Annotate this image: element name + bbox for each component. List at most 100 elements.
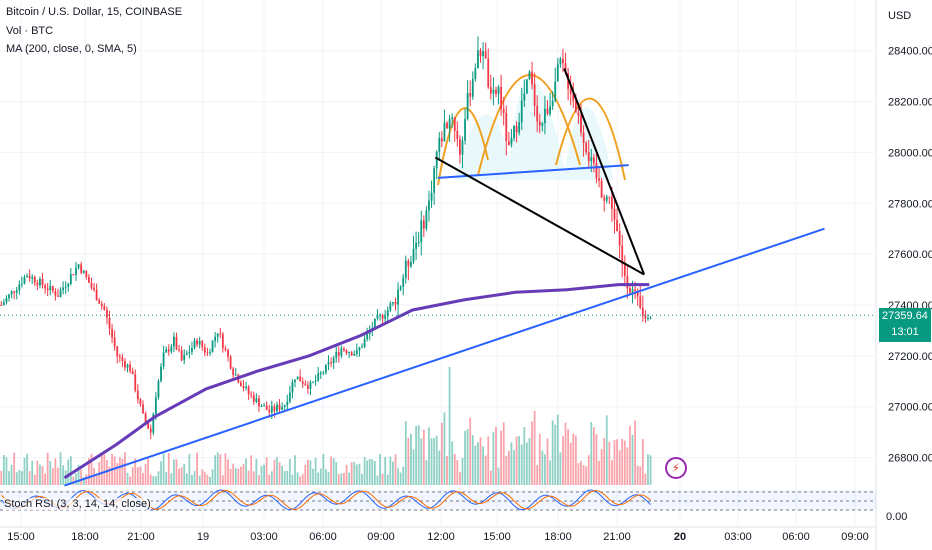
candle-body [214,336,217,341]
candle-body [198,340,201,345]
candle-body [147,422,150,429]
volume-bar [551,420,554,485]
volume-bar [404,421,407,485]
time-tick-label: 21:00 [603,531,631,543]
candle-body [644,315,647,319]
candle-body [456,130,459,139]
candle-body [343,348,345,351]
volume-bar [590,422,593,485]
volume-bar [193,470,196,485]
candle-body [82,270,85,273]
candle-body [479,50,482,56]
candle-body [113,337,116,347]
volume-bar [544,454,546,485]
candle-body [404,260,407,278]
candle-body [592,157,595,164]
volume-bar [203,471,206,485]
candle-body [234,374,237,376]
candle-body [239,382,242,386]
candle-body [564,62,567,74]
volume-bar [515,436,518,485]
price-tick-label: 27600.00 [888,249,932,261]
volume-bar [337,474,340,485]
volume-bar [636,465,639,485]
candle-body [312,381,314,383]
candle-body [477,50,479,69]
volume-bar [569,442,572,485]
candle-body [541,123,544,126]
volume-bar [46,452,49,485]
candle-body [291,381,294,393]
time-axis[interactable]: 15:00 18:00 21:00 19 03:00 06:00 09:00 12:00 15:… [7,531,869,543]
candle-body [296,376,299,380]
stoch-rsi-legend[interactable]: Stoch RSI (3, 3, 14, 14, close) [4,498,151,510]
candle-body [31,276,34,279]
indicator-lines [0,68,876,487]
volume-legend[interactable]: Vol · BTC [6,25,54,37]
volume-bar [185,473,188,485]
volume-bar [368,458,371,485]
volume-bar [49,460,52,485]
volume-bar [456,460,459,485]
candle-body [337,352,340,356]
current-price-tag: 27359.64 13:01 [879,308,931,342]
volume-bar [474,445,477,485]
price-tick-label: 27000.00 [888,402,932,414]
candle-body [649,317,652,319]
candle-body [170,346,173,352]
candle-body [533,84,536,106]
candle-body [451,117,454,120]
volume-bar [381,473,384,485]
volume-bar [641,439,644,485]
candle-body [26,275,28,278]
candle-body [301,381,304,384]
candle-body [598,178,600,181]
candle-body [191,347,193,352]
candle-body [62,287,65,291]
candle-body [389,303,392,311]
currency-label: USD [888,10,911,22]
volume-bar [647,454,649,485]
candle-body [611,197,613,209]
volume-bar [425,460,428,485]
symbol-title[interactable]: Bitcoin / U.S. Dollar, 15, COINBASE [6,6,183,18]
volume-bar [505,455,508,485]
volume-bar [556,414,559,485]
candle-body [57,295,59,297]
time-tick-label: 03:00 [724,531,752,543]
volume-bar [458,472,461,485]
candle-body [616,219,618,232]
lightning-icon[interactable]: ⚡ [665,457,687,479]
candle-body [95,289,98,301]
volume-bar [438,450,441,485]
candle-body [461,140,464,155]
candle-body [173,336,175,347]
volume-bar [239,466,242,485]
volume-bar [136,467,139,485]
volume-bar [147,458,150,485]
candle-body [124,360,126,368]
candle-body [618,231,621,246]
volume-bar [489,470,492,485]
candle-body [554,81,557,101]
volume-bar [10,464,13,485]
candle-body [144,413,147,423]
candle-body [255,398,258,402]
ma-legend[interactable]: MA (200, close, 0, SMA, 5) [6,43,137,55]
price-axis[interactable]: 26800.0027000.0027200.0027400.0027600.00… [888,46,932,465]
volume-bar [165,471,168,485]
volume-bar [113,456,116,485]
candle-body [93,287,95,290]
candle-body [85,270,88,277]
candle-body [126,364,129,368]
candle-body [525,79,528,94]
volume-bar [23,457,26,485]
candle-body [631,289,634,293]
volume-bar [582,465,585,485]
candle-body [435,151,438,169]
volume-bar [554,424,557,485]
candle-body [510,138,513,145]
volume-bar [20,471,23,485]
candle-body [77,264,80,268]
